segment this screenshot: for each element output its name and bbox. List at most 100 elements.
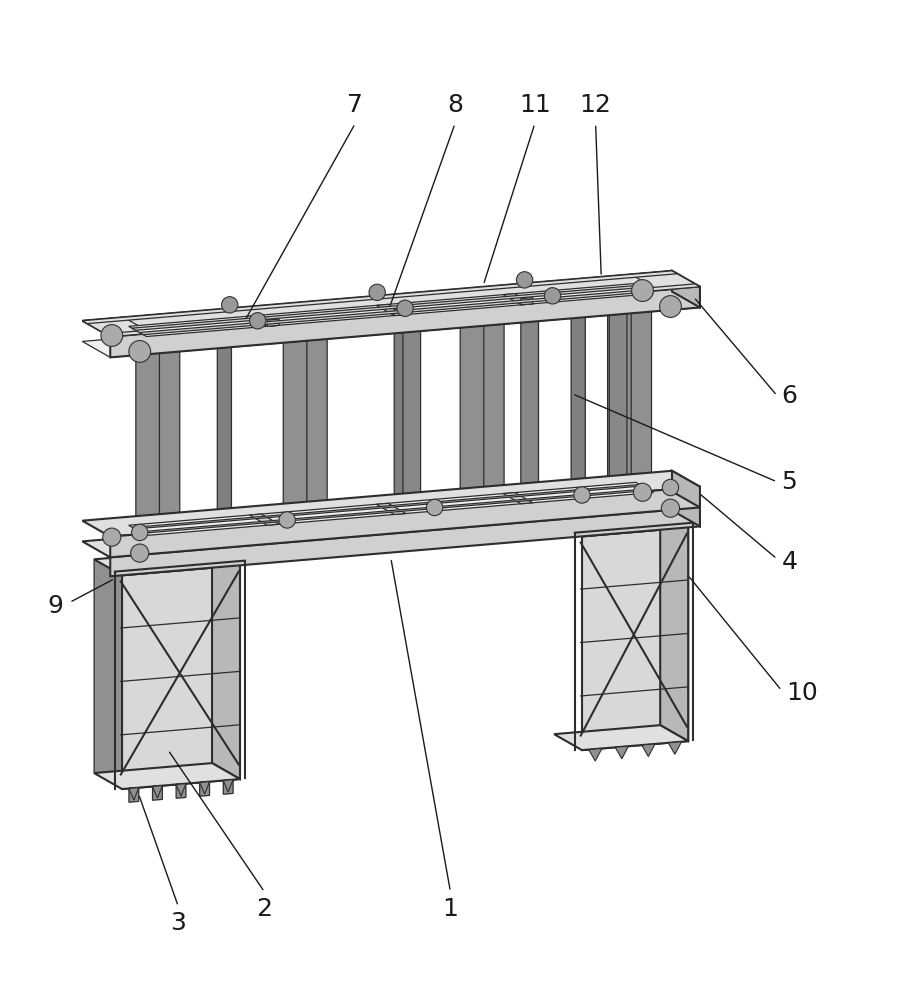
Polygon shape [82,317,152,337]
Polygon shape [217,345,231,511]
Polygon shape [571,480,585,483]
Circle shape [574,487,591,503]
Polygon shape [129,788,138,802]
Polygon shape [199,782,209,794]
Polygon shape [672,271,700,307]
Polygon shape [582,527,688,750]
Polygon shape [554,511,688,536]
Polygon shape [615,746,629,759]
Polygon shape [199,782,209,796]
Polygon shape [129,788,138,802]
Polygon shape [460,312,484,493]
Text: 12: 12 [580,93,612,117]
Text: 10: 10 [786,681,818,705]
Circle shape [221,297,238,313]
Polygon shape [153,786,162,798]
Polygon shape [177,784,186,798]
Polygon shape [283,327,307,508]
Text: 5: 5 [782,470,797,494]
Circle shape [103,528,121,546]
Polygon shape [377,304,406,316]
Circle shape [632,280,653,301]
Polygon shape [94,549,240,575]
Circle shape [249,313,266,329]
Polygon shape [610,299,627,479]
Polygon shape [377,503,406,514]
Polygon shape [106,284,700,337]
Circle shape [427,499,443,516]
Polygon shape [136,339,159,520]
Polygon shape [394,495,409,498]
Polygon shape [132,285,642,330]
Text: 3: 3 [170,911,187,935]
Circle shape [369,284,385,301]
Polygon shape [122,565,240,789]
Text: 2: 2 [257,897,272,921]
Polygon shape [110,287,700,357]
Circle shape [129,341,151,362]
Polygon shape [153,786,162,800]
Polygon shape [394,330,409,496]
Circle shape [101,325,123,346]
Polygon shape [631,271,700,290]
Polygon shape [153,786,162,800]
Polygon shape [521,298,532,305]
Polygon shape [223,780,233,792]
Polygon shape [554,725,688,750]
Circle shape [132,524,148,541]
Polygon shape [217,510,231,513]
Circle shape [131,544,149,562]
Polygon shape [139,290,651,335]
Text: 6: 6 [782,384,797,408]
Polygon shape [268,319,279,326]
Polygon shape [661,511,688,741]
Circle shape [544,288,561,304]
Polygon shape [140,489,650,533]
Polygon shape [403,316,420,497]
Polygon shape [82,271,677,324]
Polygon shape [94,763,240,789]
Polygon shape [608,299,632,480]
Text: 7: 7 [348,93,363,117]
Polygon shape [503,493,532,504]
Polygon shape [128,482,653,535]
Polygon shape [157,351,180,532]
Polygon shape [480,323,504,504]
Polygon shape [82,292,700,357]
Text: 9: 9 [47,594,63,618]
Polygon shape [628,311,652,492]
Text: 8: 8 [447,93,463,117]
Polygon shape [249,514,279,525]
Circle shape [516,272,532,288]
Polygon shape [177,784,186,798]
Circle shape [397,300,413,316]
Polygon shape [128,283,653,337]
Polygon shape [110,507,700,576]
Text: 4: 4 [782,550,797,574]
Circle shape [662,499,680,517]
Circle shape [660,296,682,317]
Polygon shape [672,491,700,526]
Polygon shape [521,306,539,487]
Polygon shape [394,308,406,316]
Polygon shape [223,780,233,794]
Circle shape [662,479,679,496]
Polygon shape [223,780,233,794]
Polygon shape [249,315,279,326]
Polygon shape [672,471,700,507]
Text: 1: 1 [442,897,459,921]
Circle shape [279,512,296,528]
Polygon shape [82,271,700,337]
Polygon shape [82,491,700,557]
Polygon shape [503,294,532,305]
Polygon shape [94,549,212,773]
Polygon shape [642,744,655,757]
Polygon shape [129,788,138,800]
Polygon shape [82,471,700,537]
Polygon shape [668,742,682,754]
Polygon shape [589,748,602,761]
Polygon shape [571,315,585,481]
Polygon shape [212,549,240,779]
Polygon shape [177,784,186,796]
Polygon shape [110,487,700,557]
